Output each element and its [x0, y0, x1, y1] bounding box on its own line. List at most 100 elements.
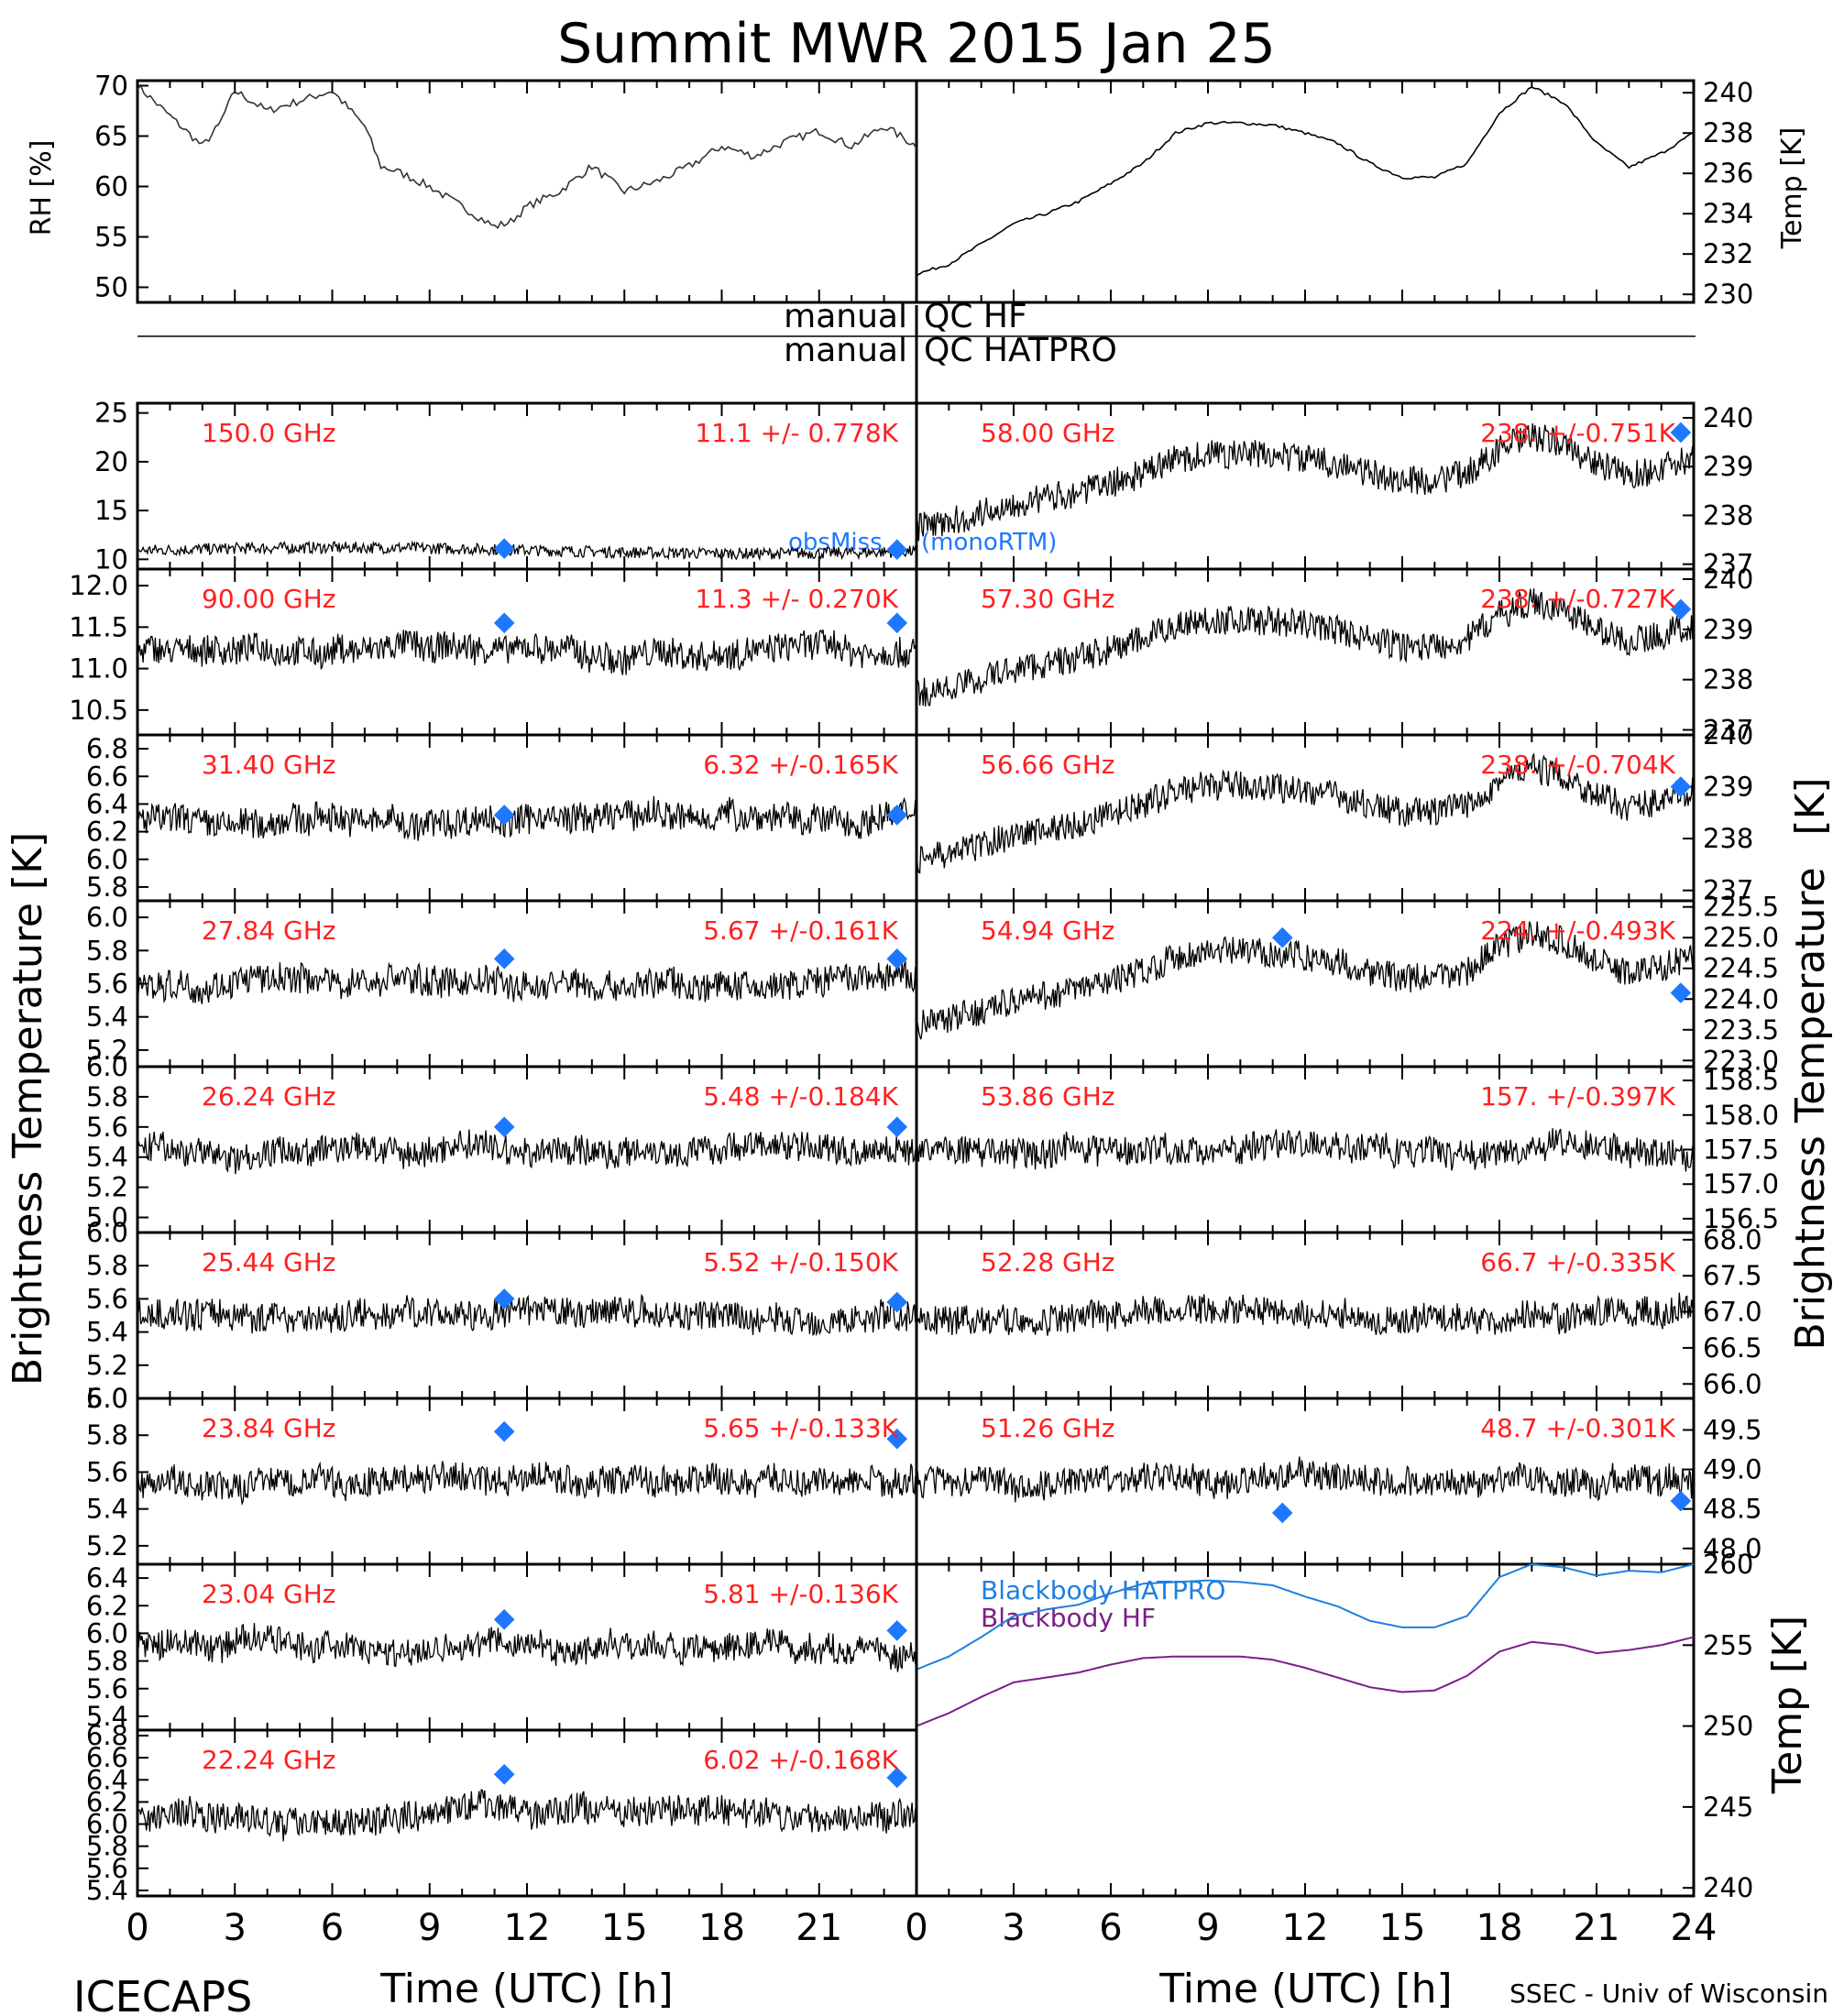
left-channel-panel-1-stat-label: 11.3 +/- 0.270K: [695, 584, 898, 614]
x-tick-label-left: 6: [321, 1907, 344, 1949]
y-axis-label-right: Brightness Temperature: [1787, 867, 1833, 1350]
left-channel-panel-1-axis-tick-label: 11.5: [69, 611, 128, 642]
right-channel-panel-3-axis-tick-label: 224.5: [1703, 953, 1779, 984]
left-channel-panel-2-axis-tick-label: 6.2: [86, 816, 128, 848]
right-channel-panel-4-freq-label: 53.86 GHz: [981, 1081, 1115, 1112]
left-channel-panel-6-model-marker: [493, 1420, 515, 1442]
left-channel-panel-2-model-marker: [886, 805, 908, 826]
right-channel-panel-1-axis-tick-label: 237: [1703, 715, 1753, 746]
right-channel-panel-6-stat-label: 48.7 +/-0.301K: [1480, 1413, 1675, 1443]
right-channel-panel-4-axis-tick-label: 156.5: [1703, 1203, 1779, 1234]
left-channel-panel-1-x-ticks: [137, 569, 917, 735]
footer-left: ICECAPS: [73, 1972, 252, 2016]
left-channel-panel-1-axis-tick-label: 11.0: [69, 653, 128, 685]
left-channel-panel-0-axis-tick-label: 25: [94, 398, 128, 429]
rh-axis-tick-label: 70: [94, 71, 128, 102]
model-label-b: (monoRTM): [921, 529, 1057, 556]
page-title: Summit MWR 2015 Jan 25: [557, 12, 1276, 76]
left-channel-panel-3-axis-tick-label: 6.0: [86, 902, 128, 933]
left-channel-panel-3-axis-tick-label: 5.8: [86, 935, 128, 966]
left-channel-panel-7-model-marker: [886, 1620, 908, 1641]
left-channel-panel-0-series-line: [137, 540, 917, 562]
right-channel-panel-1-axis-tick-label: 238: [1703, 664, 1753, 696]
right-channel-panel-0-axis-tick-label: 240: [1703, 402, 1753, 433]
left-channel-panel-3-stat-label: 5.67 +/-0.161K: [703, 915, 898, 946]
right-channel-panel-5-series-line: [916, 1292, 1695, 1336]
right-channel-panel-3-model-marker: [1271, 926, 1293, 948]
left-channel-panel-4-x-ticks: [137, 1067, 917, 1233]
left-channel-panel-4-axis-tick-label: 5.8: [86, 1081, 128, 1112]
right-channel-panel-5-axis-tick-label: 68.0: [1703, 1224, 1762, 1255]
temp-axis-tick-label: 236: [1703, 158, 1753, 189]
rh-axis-tick-label: 60: [94, 171, 128, 203]
x-tick-label-left: 18: [698, 1907, 745, 1949]
right-channel-panel-2-series-line: [916, 752, 1695, 874]
left-channel-panel-5-axis-tick-label: 5.2: [86, 1350, 128, 1381]
temp-axis-tick-label: 240: [1703, 77, 1753, 108]
right-channel-panel-3-stat-label: 224. +/-0.493K: [1480, 915, 1675, 946]
right-channel-panel-6-model-marker: [1670, 1490, 1692, 1512]
rh-panel-x-ticks: [137, 81, 917, 302]
right-channel-panel-5-freq-label: 52.28 GHz: [981, 1247, 1115, 1277]
left-channel-panel-7-axis-tick-label: 5.4: [86, 1701, 128, 1732]
left-channel-panel-2-axis-tick-label: 6.4: [86, 788, 128, 819]
left-channel-panel-5-axis-tick-label: 6.0: [86, 1217, 128, 1248]
right-channel-panel-5-axis-tick-label: 67.5: [1703, 1260, 1762, 1291]
left-channel-panel-6-axis-tick-label: 5.2: [86, 1530, 128, 1561]
left-channel-panel-0-model-marker: [493, 538, 515, 559]
left-channel-panel-6-axis-tick-label: 5.8: [86, 1419, 128, 1451]
x-tick-label-right: 0: [905, 1907, 927, 1949]
bb-hf-line: [916, 1636, 1695, 1727]
rh-axis-tick-label: 55: [94, 222, 128, 253]
right-channel-panel-2-axis-tick-label: 238: [1703, 823, 1753, 854]
left-channel-panel-4-axis-tick-label: 5.0: [86, 1202, 128, 1233]
right-channel-panel-3-axis-tick-label: 225.5: [1703, 892, 1779, 923]
left-channel-panel-8-axis-tick-label: 6.0: [86, 1809, 128, 1840]
qc-hf-label-right: QC HF: [924, 298, 1027, 335]
qc-hatpro-label-left: manual: [784, 332, 907, 369]
left-channel-panel-2-axis-tick-label: 5.8: [86, 871, 128, 903]
left-channel-panel-8-axis-tick-label: 6.8: [86, 1720, 128, 1751]
qc-hatpro-label-right: QC HATPRO: [924, 332, 1117, 369]
left-channel-panel-4-model-marker: [886, 1116, 908, 1138]
left-channel-panel-8-axis-tick-label: 5.4: [86, 1875, 128, 1906]
right-channel-panel-1-model-marker: [1670, 598, 1692, 620]
left-channel-panel-6-model-marker: [886, 1428, 908, 1450]
x-tick-label-right: 6: [1099, 1907, 1122, 1949]
right-channel-panel-2-axis-tick-label: 237: [1703, 875, 1753, 906]
x-tick-label-right: 21: [1574, 1907, 1620, 1949]
right-channel-panel-3-x-ticks: [916, 901, 1695, 1067]
right-channel-panel-5-axis-tick-label: 67.0: [1703, 1297, 1762, 1328]
left-channel-panel-1-axis-tick-label: 12.0: [69, 570, 128, 601]
left-channel-panel-0-model-marker: [886, 539, 908, 561]
right-channel-panel-6-axis-tick-label: 49.0: [1703, 1454, 1762, 1485]
qc-hf-label-left: manual: [784, 298, 907, 335]
left-channel-panel-1-freq-label: 90.00 GHz: [202, 584, 336, 614]
left-channel-panel-1-model-marker: [886, 612, 908, 634]
left-channel-panel-7-axis-tick-label: 5.6: [86, 1673, 128, 1704]
left-channel-panel-0-axis-tick-label: 15: [94, 495, 128, 526]
left-channel-panel-8-x-ticks: [137, 1730, 917, 1896]
left-channel-panel-1-axis-tick-label: 10.5: [69, 695, 128, 726]
right-channel-panel-1-axis-tick-label: 240: [1703, 564, 1753, 595]
left-channel-panel-3-model-marker: [493, 948, 515, 970]
bb-axis-tick-label: 250: [1703, 1711, 1753, 1742]
left-channel-panel-6-freq-label: 23.84 GHz: [202, 1413, 336, 1443]
right-channel-panel-0-series-line: [916, 423, 1695, 542]
right-channel-panel-4-axis-tick-label: 157.0: [1703, 1168, 1779, 1200]
x-tick-label-left: 3: [224, 1907, 247, 1949]
x-tick-label-left: 21: [796, 1907, 842, 1949]
right-channel-panel-4-x-ticks: [916, 1067, 1695, 1233]
left-channel-panel-2-axis-tick-label: 6.0: [86, 844, 128, 875]
rh-axis-tick-label: 65: [94, 121, 128, 152]
left-channel-panel-4-axis-tick-label: 5.6: [86, 1112, 128, 1143]
right-channel-panel-4-axis-tick-label: 158.5: [1703, 1065, 1779, 1096]
left-channel-panel-0-freq-label: 150.0 GHz: [202, 418, 336, 448]
right-channel-panel-2-model-marker: [1670, 776, 1692, 797]
right-channel-panel-3-axis-tick-label: 225.0: [1703, 922, 1779, 953]
left-channel-panel-8-axis-tick-label: 5.6: [86, 1853, 128, 1884]
right-channel-panel-3-series-line: [916, 921, 1695, 1040]
right-channel-panel-4-stat-label: 157. +/-0.397K: [1480, 1081, 1675, 1112]
right-channel-panel-2-stat-label: 238. +/-0.704K: [1480, 750, 1675, 780]
right-channel-panel-4-series-line: [916, 1128, 1695, 1172]
